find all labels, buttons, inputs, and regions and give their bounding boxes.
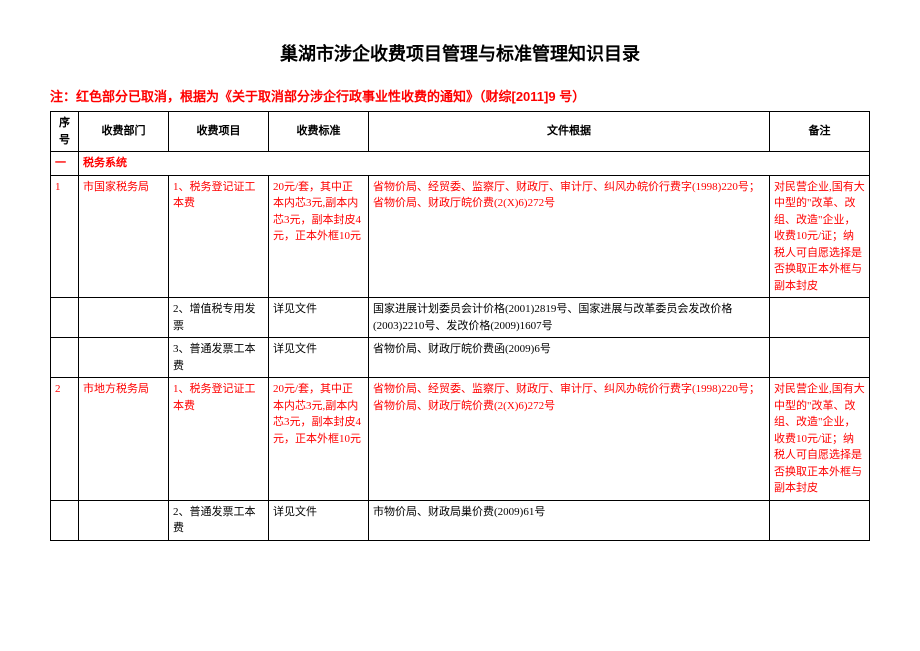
cell-remark xyxy=(770,298,870,338)
fee-table: 序号 收费部门 收费项目 收费标准 文件根据 备注 一税务系统1市国家税务局1、… xyxy=(50,111,870,541)
cell-dept: 市国家税务局 xyxy=(79,175,169,298)
cell-remark xyxy=(770,338,870,378)
cell-seq xyxy=(51,298,79,338)
cell-std: 详见文件 xyxy=(269,338,369,378)
cell-dept: 市地方税务局 xyxy=(79,378,169,501)
cell-remark: 对民营企业,国有大中型的"改革、改组、改造"企业，收费10元/证；纳税人可自愿选… xyxy=(770,175,870,298)
cell-basis: 省物价局、财政厅皖价费函(2009)6号 xyxy=(369,338,770,378)
col-dept: 收费部门 xyxy=(79,112,169,152)
cell-item: 2、普通发票工本费 xyxy=(169,500,269,540)
col-remark: 备注 xyxy=(770,112,870,152)
table-row: 1市国家税务局1、税务登记证工本费20元/套，其中正本内芯3元,副本内芯3元，副… xyxy=(51,175,870,298)
table-row: 2、增值税专用发票详见文件国家进展计划委员会计价格(2001)2819号、国家进… xyxy=(51,298,870,338)
cell-seq xyxy=(51,338,79,378)
cell-item: 2、增值税专用发票 xyxy=(169,298,269,338)
cell-item: 1、税务登记证工本费 xyxy=(169,175,269,298)
cell-basis: 省物价局、经贸委、监察厅、财政厅、审计厅、纠风办皖价行费字(1998)220号；… xyxy=(369,378,770,501)
cell-seq: 2 xyxy=(51,378,79,501)
section-label: 税务系统 xyxy=(79,152,870,176)
cancel-note: 注：红色部分已取消，根据为《关于取消部分涉企行政事业性收费的通知》（财综[201… xyxy=(50,86,870,105)
section-num: 一 xyxy=(51,152,79,176)
cell-basis: 国家进展计划委员会计价格(2001)2819号、国家进展与改革委员会发改价格(2… xyxy=(369,298,770,338)
cell-dept xyxy=(79,338,169,378)
cell-std: 详见文件 xyxy=(269,500,369,540)
cell-item: 1、税务登记证工本费 xyxy=(169,378,269,501)
col-seq: 序号 xyxy=(51,112,79,152)
cell-remark: 对民营企业,国有大中型的"改革、改组、改造"企业，收费10元/证；纳税人可自愿选… xyxy=(770,378,870,501)
cell-basis: 省物价局、经贸委、监察厅、财政厅、审计厅、纠风办皖价行费字(1998)220号；… xyxy=(369,175,770,298)
col-item: 收费项目 xyxy=(169,112,269,152)
cell-std: 20元/套，其中正本内芯3元,副本内芯3元，副本封皮4元，正本外框10元 xyxy=(269,378,369,501)
cell-dept xyxy=(79,298,169,338)
table-row: 2、普通发票工本费详见文件市物价局、财政局巢价费(2009)61号 xyxy=(51,500,870,540)
table-row: 3、普通发票工本费详见文件省物价局、财政厅皖价费函(2009)6号 xyxy=(51,338,870,378)
cell-dept xyxy=(79,500,169,540)
cell-seq xyxy=(51,500,79,540)
cell-std: 详见文件 xyxy=(269,298,369,338)
table-row: 2市地方税务局1、税务登记证工本费20元/套，其中正本内芯3元,副本内芯3元，副… xyxy=(51,378,870,501)
cell-remark xyxy=(770,500,870,540)
table-header-row: 序号 收费部门 收费项目 收费标准 文件根据 备注 xyxy=(51,112,870,152)
cell-seq: 1 xyxy=(51,175,79,298)
cell-basis: 市物价局、财政局巢价费(2009)61号 xyxy=(369,500,770,540)
col-std: 收费标准 xyxy=(269,112,369,152)
cell-std: 20元/套，其中正本内芯3元,副本内芯3元，副本封皮4元，正本外框10元 xyxy=(269,175,369,298)
cell-item: 3、普通发票工本费 xyxy=(169,338,269,378)
section-row: 一税务系统 xyxy=(51,152,870,176)
col-basis: 文件根据 xyxy=(369,112,770,152)
page-title: 巢湖市涉企收费项目管理与标准管理知识目录 xyxy=(50,40,870,66)
